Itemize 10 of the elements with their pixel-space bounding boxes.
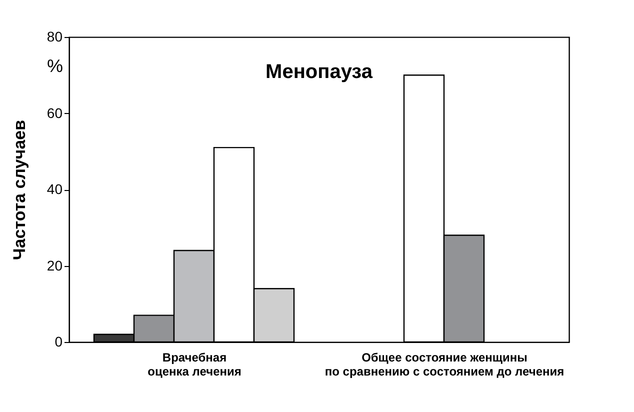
text: % [46,56,63,76]
x-tick-label: Общее состояние женщины по сравнению с состоянием до лечения [324,350,564,378]
y-tick-label: 40 [46,181,63,197]
annotation: Менопауза [266,61,374,83]
y-tick-label: 20 [46,257,63,274]
y-tick-label: 60 [46,104,63,121]
y-tick-label: 80 [46,28,63,44]
y-axis-title: Частота случаев [10,120,29,260]
y-tick-label: 0 [54,334,63,350]
x-tick-label: Врачебная оценка лечения [148,350,242,378]
